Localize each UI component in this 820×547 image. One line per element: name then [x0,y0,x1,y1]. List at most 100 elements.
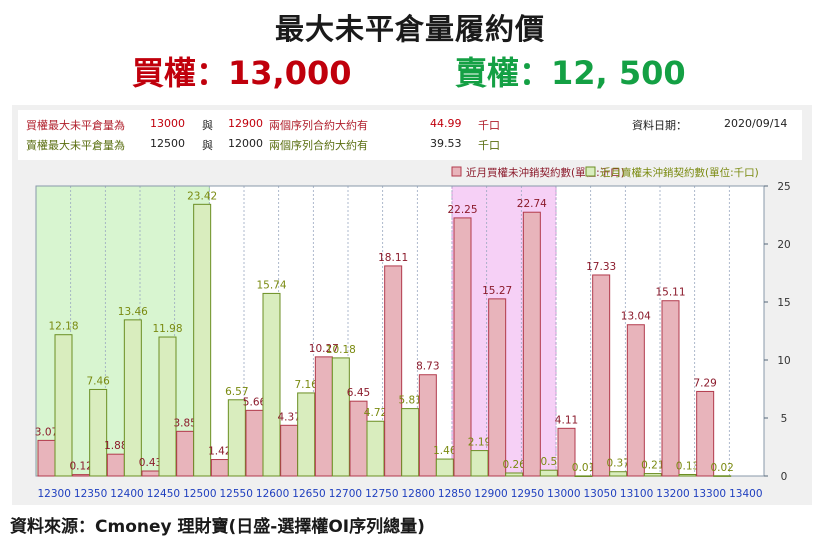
x-tick-label: 12750 [365,488,398,500]
put-bar [297,392,316,477]
x-tick-label: 12700 [329,488,362,500]
put-total-amount: 39.53 [430,137,462,150]
put-bar-label: 7.46 [86,375,110,387]
call-strike-1: 13000 [150,117,185,130]
call-bar-label: 3.07 [35,426,58,438]
put-bar [609,471,628,477]
call-bar [72,474,91,477]
call-bar [522,211,541,477]
call-strike-2: 12900 [228,117,263,130]
call-bar [453,217,472,477]
put-bar [158,336,177,477]
call-bar-label: 4.11 [555,414,578,426]
data-date-value: 2020/09/14 [724,117,788,130]
put-connector: 與 [202,139,213,152]
put-bar-label: 5.81 [398,395,421,407]
call-bar-label: 17.33 [586,261,616,273]
call-bar [592,274,611,477]
put-bar-label: 0.21 [641,460,664,472]
legend-swatch-put [585,166,596,177]
put-bar [89,388,108,477]
call-bar [626,324,645,477]
call-bar-label: 22.25 [447,204,477,216]
call-bar-label: 22.74 [517,198,547,210]
x-tick-label: 12550 [219,488,252,500]
put-bar [227,399,246,477]
call-bar-label: 6.45 [347,387,370,399]
call-bar-label: 7.29 [693,377,716,389]
legend-swatch-call [451,166,462,177]
call-bar [696,390,715,477]
legend-label-call: 近月買權未沖銷契約數(單位:千口) [466,166,625,179]
call-max-oi-headline: 買權：13,000 [132,54,352,92]
put-strike-2: 12000 [228,137,263,150]
x-tick-label: 13050 [583,488,616,500]
put-bar [401,408,420,477]
put-bar [574,475,593,477]
call-info-label: 買權最大未平倉量為 [26,119,125,132]
put-bar [678,473,697,477]
x-tick-label: 13000 [547,488,580,500]
y-tick-label: 10 [777,355,790,367]
x-tick-label: 12850 [438,488,471,500]
info-box: 買權最大未平倉量為 13000 與 12900 兩個序列合約大約有 44.99 … [18,110,802,160]
call-bar-label: 4.37 [277,411,300,423]
call-unit: 千口 [478,119,500,132]
x-tick-label: 12600 [256,488,289,500]
call-bar [245,409,264,477]
x-tick-label: 13300 [693,488,726,500]
x-tick-label: 13200 [656,488,689,500]
call-connector: 與 [202,119,213,132]
put-unit: 千口 [478,139,500,152]
call-bar [280,424,299,477]
x-tick-label: 12900 [474,488,507,500]
put-bar [331,357,350,477]
put-bar-label: 0.01 [572,462,595,474]
x-tick-label: 13400 [729,488,762,500]
page-title: 最大未平倉量履約價 [274,12,545,46]
put-bar-label: 0.26 [502,459,526,471]
call-bar [314,356,333,477]
put-bar-label: 11.98 [152,323,182,335]
put-bar [643,473,662,477]
call-bar-label: 0.12 [69,461,92,473]
put-bar [435,458,454,477]
x-tick-label: 12400 [110,488,143,500]
x-tick-label: 12450 [147,488,180,500]
put-bar [366,420,385,477]
call-bar [37,439,56,477]
put-bar-label: 0.5 [540,456,557,468]
x-tick-label: 12350 [74,488,107,500]
y-tick-label: 15 [777,297,790,309]
call-bar-label: 15.27 [482,285,512,297]
put-bar [713,475,732,477]
call-bar [488,298,507,477]
put-bar-label: 12.18 [48,321,78,333]
put-bar-label: 0.02 [710,462,733,474]
y-tick-label: 25 [777,181,790,193]
x-tick-label: 12800 [401,488,434,500]
call-bar-label: 13.04 [621,311,651,323]
put-bar-label: 0.13 [676,460,699,472]
x-tick-label: 13100 [620,488,653,500]
put-bar [123,319,142,477]
call-bar-label: 15.11 [655,287,685,299]
put-bar [193,203,212,477]
put-bar-label: 6.57 [225,386,248,398]
data-source-footer: 資料來源：Cmoney 理財寶(日盛-選擇權OI序列總量) [10,517,425,537]
y-tick-label: 0 [781,471,788,483]
call-bar [418,374,437,477]
put-bar-label: 23.42 [187,190,217,202]
call-bar [557,427,576,477]
x-tick-label: 12500 [183,488,216,500]
put-bar [470,450,489,477]
x-tick-label: 12300 [37,488,70,500]
y-tick-label: 5 [781,413,788,425]
call-bar-label: 10.27 [309,343,339,355]
call-bar [176,430,195,477]
call-bar [384,265,403,477]
put-bar [539,469,558,477]
call-bar [661,300,680,477]
call-bar-label: 1.42 [208,446,231,458]
